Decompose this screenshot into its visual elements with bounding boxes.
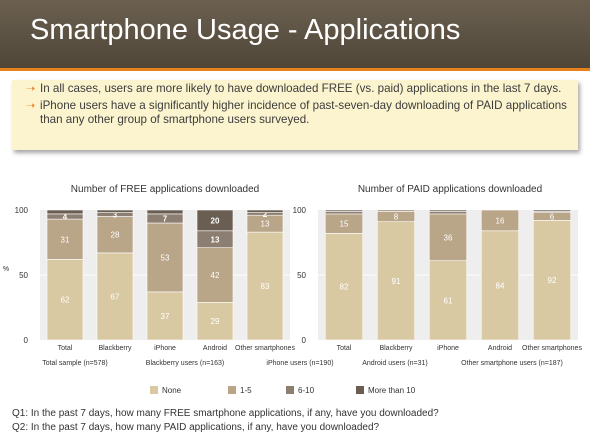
orange-arrow-bullet-icon: ➝ bbox=[26, 100, 36, 112]
x-tick-label: Other smartphones bbox=[522, 345, 582, 352]
x-tick-label: Blackberry bbox=[379, 345, 413, 352]
bar-segment bbox=[532, 209, 572, 212]
bar-segment bbox=[428, 260, 468, 341]
header-accent-stripe bbox=[0, 68, 590, 71]
bar-segment bbox=[324, 210, 364, 215]
bar-segment bbox=[532, 220, 572, 341]
bullet-text: In all cases, users are more likely to h… bbox=[40, 82, 562, 95]
y-tick-label: 100 bbox=[15, 206, 29, 215]
x-tick-label: iPhone bbox=[154, 345, 176, 352]
question-2: Q2: In the past 7 days, how many PAID ap… bbox=[12, 422, 380, 433]
bar-segment bbox=[376, 221, 416, 341]
question-1: Q1: In the past 7 days, how many FREE sm… bbox=[12, 408, 439, 419]
bar-segment bbox=[146, 222, 184, 293]
data-label: 53 bbox=[161, 253, 170, 262]
y-tick-label: 50 bbox=[297, 271, 306, 280]
y-tick-label: 100 bbox=[293, 206, 307, 215]
bar-segment bbox=[480, 230, 520, 341]
x-tick-label: Total bbox=[58, 345, 73, 352]
data-label: 42 bbox=[211, 271, 220, 280]
data-label: 31 bbox=[61, 235, 70, 244]
bar-segment bbox=[428, 210, 468, 215]
summary-callout bbox=[12, 80, 578, 150]
data-label: 7 bbox=[163, 214, 168, 223]
bar-segment bbox=[196, 209, 234, 232]
data-label: 15 bbox=[340, 220, 349, 229]
data-label: 16 bbox=[496, 216, 505, 225]
header-bar bbox=[0, 0, 590, 68]
data-label: 28 bbox=[111, 231, 120, 240]
data-label: 62 bbox=[61, 296, 70, 305]
legend-swatch bbox=[286, 386, 294, 394]
y-tick-label: 0 bbox=[24, 336, 29, 345]
charts-area: Number of FREE applications downloaded 0 5… bbox=[3, 184, 583, 367]
bar-segment bbox=[324, 233, 364, 341]
page-title: Smartphone Usage - Applications bbox=[30, 14, 461, 46]
chart-title: Number of FREE applications downloaded bbox=[71, 184, 259, 195]
legend-label: None bbox=[162, 386, 182, 395]
bar-segment bbox=[428, 209, 468, 212]
data-label: 61 bbox=[444, 296, 453, 305]
data-label: 82 bbox=[340, 283, 349, 292]
x-tick-label: Blackberry bbox=[98, 345, 132, 352]
data-label: 8 bbox=[394, 213, 399, 222]
chart-title: Number of PAID applications downloaded bbox=[358, 184, 542, 195]
chart-legend: None 1-5 6-10 More than 10 bbox=[0, 382, 590, 402]
data-label: 2 bbox=[263, 210, 268, 219]
data-label: 91 bbox=[392, 277, 401, 286]
data-label: 4 bbox=[63, 213, 68, 222]
bar-segment bbox=[196, 247, 234, 303]
summary-bullet: ➝ iPhone users have a significantly high… bbox=[26, 99, 570, 127]
data-label: 3 bbox=[113, 211, 118, 220]
x-tick-label: Android bbox=[488, 345, 512, 352]
bar-segment bbox=[196, 302, 234, 341]
legend-swatch bbox=[356, 386, 364, 394]
bar-segment bbox=[480, 209, 520, 232]
summary-bullet: ➝ In all cases, users are more likely to… bbox=[26, 82, 570, 96]
bar-segment bbox=[46, 218, 84, 260]
data-label: 29 bbox=[211, 317, 220, 326]
y-axis-label: % bbox=[3, 266, 9, 273]
x-tick-label: iPhone bbox=[437, 345, 459, 352]
x-tick-label: Total bbox=[337, 345, 352, 352]
data-label: 20 bbox=[211, 216, 220, 225]
bar-segment bbox=[324, 209, 364, 212]
data-label: 92 bbox=[548, 276, 557, 285]
legend-swatch bbox=[150, 386, 158, 394]
data-label: 13 bbox=[261, 220, 270, 229]
data-label: 83 bbox=[261, 282, 270, 291]
sample-size-label: Android users (n=31) bbox=[362, 360, 428, 367]
y-tick-label: 0 bbox=[302, 336, 307, 345]
data-label: 13 bbox=[211, 235, 220, 244]
orange-arrow-bullet-icon: ➝ bbox=[26, 83, 36, 95]
bar-segment bbox=[146, 209, 184, 215]
data-label: 84 bbox=[496, 281, 505, 290]
bar-segment bbox=[246, 209, 284, 213]
sample-size-label: Total sample (n=578) bbox=[42, 360, 108, 367]
sample-size-label: Other smartphone users (n=187) bbox=[461, 360, 563, 367]
y-tick-label: 50 bbox=[19, 271, 28, 280]
bar-segment bbox=[428, 213, 468, 262]
sample-size-label: Blackberry users (n=163) bbox=[146, 360, 224, 367]
sample-size-label: iPhone users (n=190) bbox=[266, 360, 333, 367]
data-label: 67 bbox=[111, 292, 120, 301]
bar-segment bbox=[96, 209, 134, 213]
legend-label: 1-5 bbox=[240, 386, 252, 395]
bar-segment bbox=[46, 209, 84, 215]
bar-segment bbox=[146, 291, 184, 341]
data-label: 36 bbox=[444, 233, 453, 242]
legend-swatch bbox=[228, 386, 236, 394]
legend-label: 6-10 bbox=[298, 386, 315, 395]
x-tick-label: Android bbox=[203, 345, 227, 352]
data-label: 37 bbox=[161, 312, 170, 321]
x-tick-label: Other smartphones bbox=[235, 345, 295, 352]
legend-label: More than 10 bbox=[368, 386, 416, 395]
bullet-text: iPhone users have a significantly higher… bbox=[40, 99, 567, 126]
bar-segment bbox=[376, 209, 416, 212]
data-label: 6 bbox=[550, 213, 555, 222]
